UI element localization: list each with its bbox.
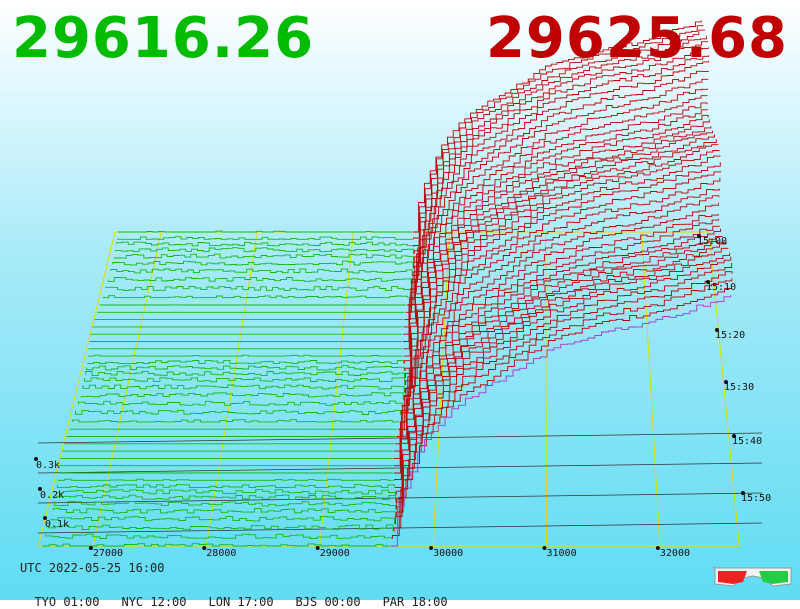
bid-depth-line (76, 410, 401, 414)
bid-depth-line (113, 261, 413, 268)
time-tick-label: 15:00 (697, 236, 727, 247)
bid-depth-line (73, 420, 399, 422)
time-tick-label: 15:50 (741, 493, 771, 504)
bid-depth-line (46, 534, 392, 539)
ask-depth-line (392, 288, 731, 539)
price-tick-label: 32000 (660, 548, 690, 559)
time-tick-label: 15:20 (715, 330, 745, 341)
bid-depth-line (83, 385, 404, 393)
ask-depth-line (414, 26, 704, 240)
bid-depth-line (85, 378, 405, 386)
bid-depth-line (57, 490, 395, 495)
bid-depth-line (78, 401, 402, 407)
bid-depth-line (117, 242, 414, 247)
bid-depth-line (87, 360, 403, 363)
bid-depth-line (108, 277, 411, 283)
timezone-bjs: BJS 00:00 (296, 595, 361, 609)
bid-depth-line (87, 366, 404, 371)
timezone-nyc: NYC 12:00 (121, 595, 186, 609)
bid-depth-line (56, 495, 396, 502)
price-tick-label: 28000 (206, 548, 236, 559)
ask-depth-line (403, 171, 720, 407)
price-tick-label: 27000 (93, 548, 123, 559)
depth-tick-label: 0.1k (45, 519, 69, 530)
anaglyph-3d-glasses-icon[interactable] (713, 562, 793, 592)
bid-depth-line (57, 484, 394, 487)
timezone-row: TYO 01:00 NYC 12:00 LON 17:00 BJS 00:00 PAR … (20, 581, 470, 609)
depth-tick-label: 0.2k (40, 490, 64, 501)
price-tick-label: 29000 (320, 548, 350, 559)
utc-time: UTC 2022-05-25 16:00 (20, 561, 165, 575)
ask-depth-line (401, 178, 720, 415)
ask-depth-line (407, 89, 707, 305)
bid-depth-line (103, 296, 408, 298)
bid-depth-line (111, 269, 412, 276)
bid-depth-line (88, 355, 403, 356)
bid-depth-line (116, 248, 414, 254)
timezone-lon: LON 17:00 (209, 595, 274, 609)
timezone-tyo: TYO 01:00 (34, 595, 99, 609)
chart-layers (43, 20, 733, 546)
bid-depth-line (53, 508, 395, 516)
bid-depth-line (86, 371, 405, 378)
depth-tick-label: 0.3k (36, 460, 60, 471)
ask-depth-line (412, 61, 709, 283)
bid-depth-line (106, 286, 410, 290)
ask-depth-line (395, 241, 724, 480)
price-tick-label: 31000 (546, 548, 576, 559)
bid-depth-line (55, 501, 396, 509)
time-tick-label: 15:30 (724, 382, 754, 393)
bid-depth-line (81, 393, 403, 400)
ask-depth-line (397, 257, 731, 510)
time-tick-label: 15:10 (706, 282, 736, 293)
bid-depth-line (117, 237, 412, 240)
bid-depth-line (43, 544, 390, 546)
price-tick-label: 30000 (433, 548, 463, 559)
time-tick-label: 15:40 (732, 436, 762, 447)
bid-depth-line (58, 479, 394, 480)
timezone-par: PAR 18:00 (383, 595, 448, 609)
bid-depth-line (51, 516, 394, 524)
grid-line-price (642, 232, 660, 546)
bid-depth-line (115, 254, 414, 261)
